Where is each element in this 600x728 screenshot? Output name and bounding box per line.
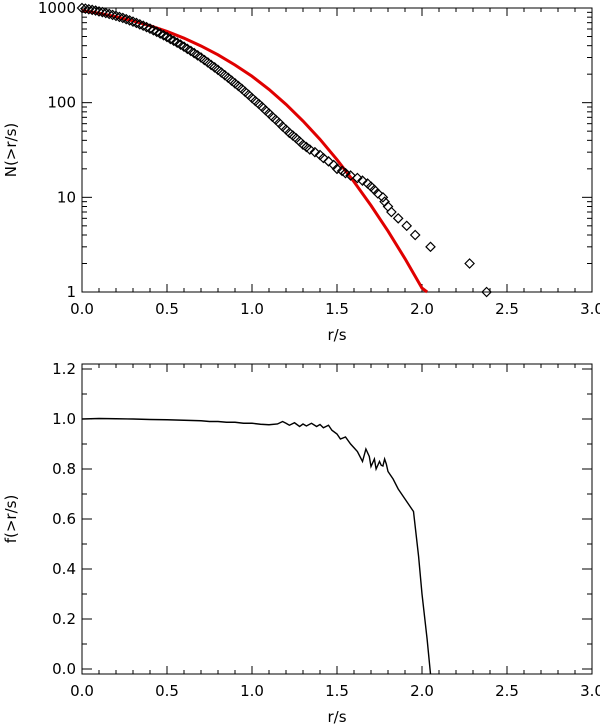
top-panel-y-axis-label: N(>r/s) (2, 123, 20, 178)
diamond-data-point (239, 86, 251, 98)
bottom-x-tick-label: 0.0 (70, 682, 94, 700)
diamond-data-point (256, 101, 268, 113)
diamond-data-point (107, 9, 118, 21)
bottom-x-tick-label: 1.0 (240, 682, 264, 700)
diamond-data-point (83, 3, 95, 15)
fraction-curve (81, 417, 432, 675)
bottom-x-tick-label: 0.5 (155, 682, 179, 700)
top-panel-diamond-markers (76, 2, 492, 298)
bottom-y-tick-label: 0.8 (52, 460, 76, 478)
bottom-panel-x-axis-label: r/s (327, 708, 346, 726)
diamond-data-point (309, 146, 321, 158)
top-x-tick-label: 2.0 (410, 300, 434, 318)
bottom-y-tick-label: 0.6 (52, 510, 76, 528)
diamond-data-point (100, 7, 112, 19)
diamond-data-point (151, 26, 163, 38)
top-x-tick-label: 3.0 (580, 300, 600, 318)
diamond-data-point (246, 92, 258, 104)
bottom-x-tick-label: 1.5 (325, 682, 349, 700)
diamond-data-point (481, 286, 492, 298)
bottom-y-tick-label: 0.0 (52, 660, 76, 678)
bottom-y-tick-label: 1.2 (52, 360, 76, 378)
top-panel-red-curve (81, 9, 429, 294)
diamond-data-point (392, 212, 404, 224)
top-x-tick-label: 0.0 (70, 300, 94, 318)
top-x-tick-label: 1.0 (240, 300, 264, 318)
bottom-x-tick-label: 2.5 (495, 682, 519, 700)
diamond-data-point (134, 18, 146, 30)
diamond-data-point (267, 111, 278, 123)
diamond-data-point (131, 17, 142, 29)
diamond-data-point (280, 124, 292, 135)
diamond-data-point (365, 181, 377, 192)
bottom-panel-frame (81, 363, 593, 675)
top-y-tick-label: 1 (66, 283, 76, 301)
top-x-tick-label: 0.5 (155, 300, 179, 318)
bottom-panel-ticks: 0.0 0.5 1.0 1.5 2.0 2.5 3.0 0.0 0.2 0.4 0.6 0.8 1.0 1… (52, 360, 600, 700)
top-y-tick-label: 100 (47, 94, 76, 112)
diamond-data-point (464, 258, 475, 269)
bottom-panel-plot: 0.0 0.5 1.0 1.5 2.0 2.5 3.0 0.0 0.2 0.4 0.6 0.8 1.0 1… (2, 360, 600, 726)
top-y-tick-label: 1000 (38, 0, 76, 17)
diamond-data-point (144, 23, 156, 35)
diamond-data-point (270, 114, 282, 126)
diamond-data-point (141, 21, 152, 33)
bottom-y-tick-label: 0.4 (52, 560, 76, 578)
diamond-data-point (401, 220, 413, 232)
diamond-data-point (331, 163, 343, 175)
diamond-data-point (260, 104, 271, 116)
top-y-tick-label: 10 (57, 188, 76, 206)
diamond-data-point (117, 12, 129, 24)
bottom-x-tick-label: 2.0 (410, 682, 434, 700)
diamond-data-point (357, 175, 368, 187)
diamond-data-point (86, 4, 98, 16)
top-panel-x-axis-label: r/s (327, 326, 346, 344)
diamond-data-point (294, 136, 305, 147)
diamond-data-point (80, 3, 91, 14)
diamond-data-point (425, 241, 436, 253)
diamond-data-point (114, 11, 125, 23)
diamond-data-point (97, 6, 108, 18)
top-x-tick-label: 2.5 (495, 300, 519, 318)
bottom-y-tick-label: 1.0 (52, 410, 76, 428)
top-panel-plot: 0.0 0.5 1.0 1.5 2.0 2.5 3.0 1 10 100 1000 r/s N(>r… (2, 0, 600, 344)
diamond-data-point (352, 172, 363, 184)
top-panel-ticks: 0.0 0.5 1.0 1.5 2.0 2.5 3.0 1 10 100 1000 (38, 0, 600, 318)
diamond-data-point (76, 2, 88, 14)
diamond-data-point (90, 5, 101, 16)
diamond-data-point (386, 206, 397, 218)
top-panel-frame (81, 7, 593, 293)
bottom-y-tick-label: 0.2 (52, 610, 76, 628)
diamond-data-point (120, 13, 132, 25)
diamond-data-point (110, 10, 122, 22)
diamond-data-point (148, 24, 159, 36)
red-model-curve (81, 9, 429, 294)
top-x-tick-label: 1.5 (325, 300, 349, 318)
diamond-data-point (318, 152, 329, 164)
diamond-data-point (323, 155, 334, 167)
diamond-data-point (409, 229, 421, 241)
bottom-x-tick-label: 3.0 (580, 682, 600, 700)
diamond-data-point (377, 191, 389, 203)
diamond-data-point (340, 167, 351, 179)
diamond-data-point (93, 6, 105, 17)
bottom-panel-series-line (81, 417, 432, 675)
diamond-data-point (137, 20, 149, 32)
diamond-data-point (263, 108, 275, 119)
bottom-panel-y-axis-label: f(>r/s) (2, 495, 20, 544)
diamond-data-point (127, 16, 139, 27)
diamond-data-point (304, 144, 316, 155)
diamond-data-point (124, 15, 135, 26)
diamond-data-point (103, 8, 115, 20)
diamond-data-point (372, 188, 384, 199)
diamond-data-point (243, 89, 254, 101)
diamond-data-point (345, 170, 356, 181)
